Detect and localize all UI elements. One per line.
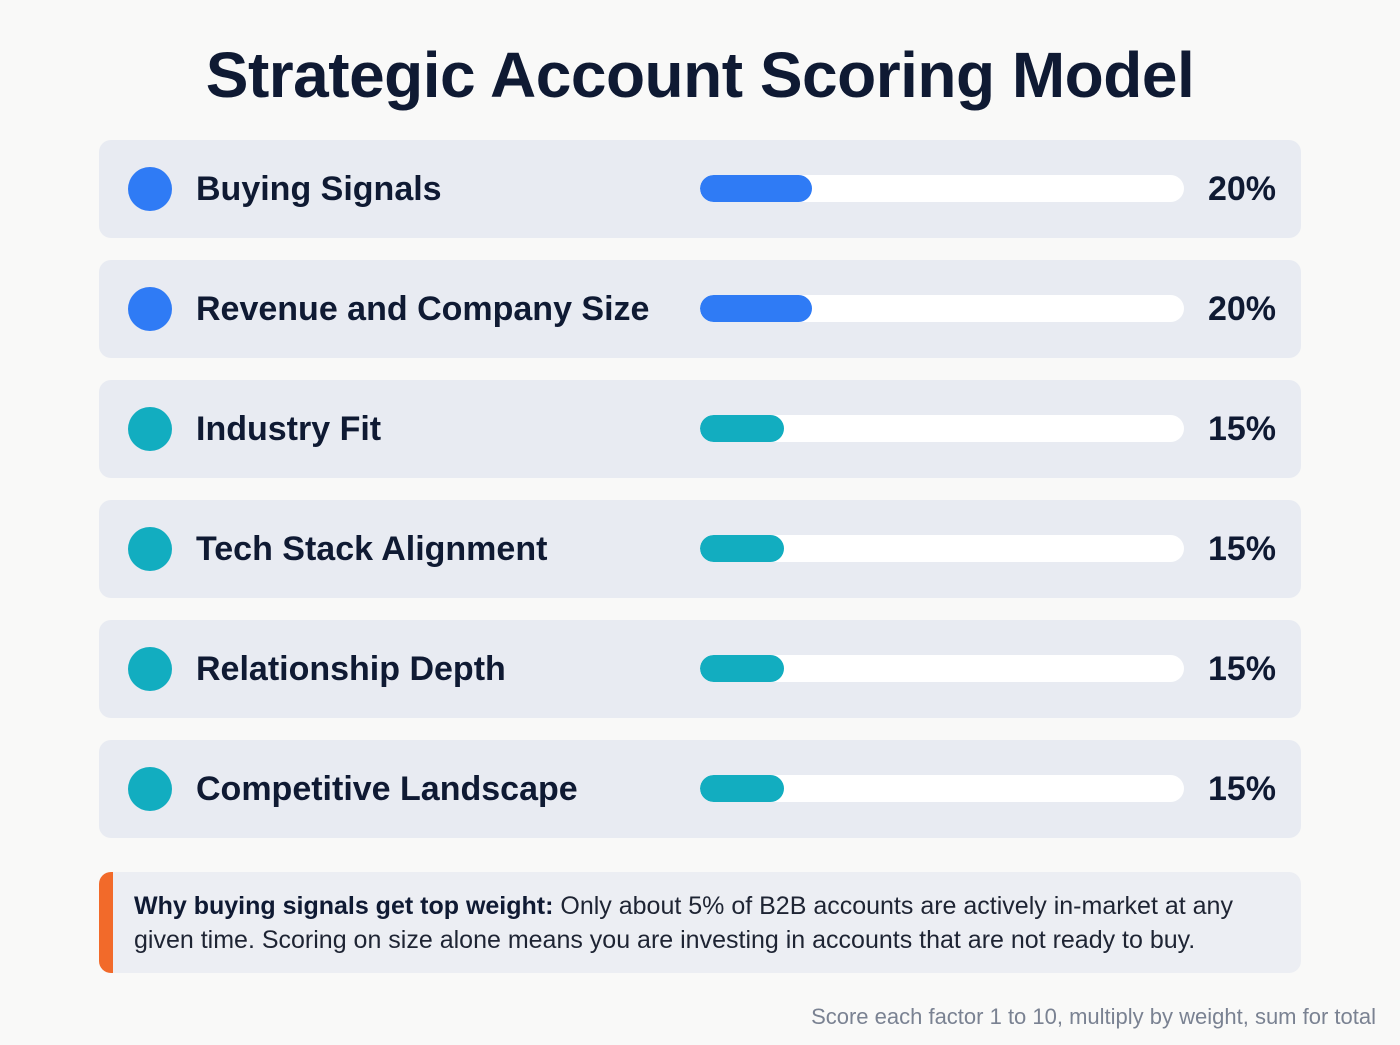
bullet-dot-icon [128,527,172,571]
weight-bar-track [700,775,1184,802]
weight-value: 15% [1207,530,1276,568]
bullet-dot-icon [128,767,172,811]
factor-label: Buying Signals [196,170,442,208]
factor-row-buying-signals: Buying Signals 20% [99,140,1301,238]
factor-list: Buying Signals 20% Revenue and Company S… [99,140,1301,860]
weight-bar-track [700,175,1184,202]
callout-accent-bar [99,872,113,973]
weight-value: 15% [1207,770,1276,808]
weight-bar-track [700,295,1184,322]
factor-row-tech-stack-alignment: Tech Stack Alignment 15% [99,500,1301,598]
callout-text: Why buying signals get top weight: Only … [134,889,1284,957]
weight-bar-track [700,655,1184,682]
callout-body: Only about 5% of B2B accounts are active… [134,892,1233,954]
weight-value: 15% [1207,650,1276,688]
page-title: Strategic Account Scoring Model [205,39,1195,111]
weight-bar-track [700,535,1184,562]
weight-bar-fill [700,295,813,322]
factor-row-industry-fit: Industry Fit 15% [99,380,1301,478]
factor-label: Industry Fit [196,410,382,448]
bullet-dot-icon [128,287,172,331]
factor-row-competitive-landscape: Competitive Landscape 15% [99,740,1301,838]
weight-bar-fill [700,655,785,682]
factor-label: Competitive Landscape [196,770,578,808]
bullet-dot-icon [128,407,172,451]
callout-heading: Why buying signals get top weight: [134,892,554,920]
weight-bar-fill [700,175,813,202]
weight-bar-fill [700,415,785,442]
bullet-dot-icon [128,167,172,211]
factor-label: Relationship Depth [196,650,506,688]
weight-bar-fill [700,535,785,562]
weight-value: 20% [1207,170,1276,208]
footnote: Score each factor 1 to 10, multiply by w… [811,1004,1376,1029]
weight-bar-track [700,415,1184,442]
bullet-dot-icon [128,647,172,691]
weight-value: 20% [1207,290,1276,328]
factor-row-revenue-company-size: Revenue and Company Size 20% [99,260,1301,358]
weight-value: 15% [1207,410,1276,448]
factor-label: Tech Stack Alignment [196,530,548,568]
weight-bar-fill [700,775,785,802]
factor-label: Revenue and Company Size [196,290,650,328]
factor-row-relationship-depth: Relationship Depth 15% [99,620,1301,718]
insight-callout: Why buying signals get top weight: Only … [99,872,1301,973]
